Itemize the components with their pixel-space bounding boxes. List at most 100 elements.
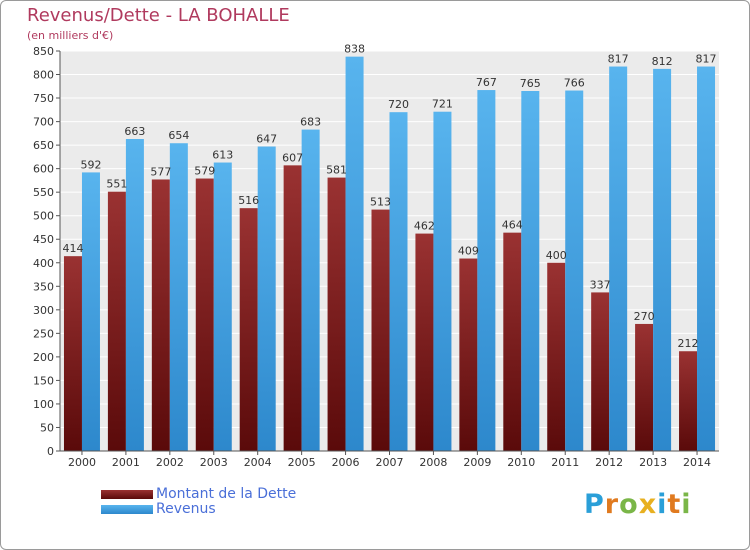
data-label-revenus: 721 bbox=[432, 98, 453, 111]
bar-dette bbox=[239, 208, 258, 451]
x-tick-label: 2009 bbox=[463, 456, 491, 469]
legend-label-revenus: Revenus bbox=[156, 501, 216, 517]
x-tick-label: 2004 bbox=[244, 456, 272, 469]
y-tick-label: 850 bbox=[33, 45, 54, 58]
bar-revenus bbox=[301, 129, 320, 451]
logo-letter: r bbox=[604, 489, 620, 520]
bar-revenus bbox=[433, 111, 452, 452]
y-tick-label: 150 bbox=[33, 374, 54, 387]
data-label-dette: 212 bbox=[678, 337, 699, 350]
bar-dette bbox=[459, 258, 478, 451]
y-tick-label: 450 bbox=[33, 233, 54, 246]
y-tick-label: 550 bbox=[33, 186, 54, 199]
x-tick-label: 2008 bbox=[419, 456, 447, 469]
data-label-dette: 409 bbox=[458, 245, 479, 258]
bar-dette bbox=[503, 232, 522, 451]
x-tick-label: 2002 bbox=[156, 456, 184, 469]
logo-letter: P bbox=[584, 489, 605, 520]
bar-revenus bbox=[477, 90, 496, 451]
bar-dette bbox=[283, 165, 302, 451]
y-tick-label: 200 bbox=[33, 351, 54, 364]
data-label-revenus: 838 bbox=[344, 43, 365, 56]
x-tick-label: 2001 bbox=[112, 456, 140, 469]
bar-dette bbox=[415, 233, 434, 451]
x-tick-label: 2007 bbox=[376, 456, 404, 469]
bar-dette bbox=[635, 323, 654, 451]
data-label-revenus: 765 bbox=[520, 77, 541, 90]
legend-swatch-debt bbox=[101, 490, 153, 499]
x-tick-label: 2005 bbox=[288, 456, 316, 469]
x-tick-label: 2012 bbox=[595, 456, 623, 469]
data-label-revenus: 817 bbox=[608, 53, 629, 66]
bar-dette bbox=[371, 209, 390, 451]
chart-subtitle: (en milliers d'€) bbox=[27, 29, 114, 42]
data-label-revenus: 654 bbox=[168, 129, 189, 142]
bar-dette bbox=[327, 177, 346, 451]
x-tick-label: 2003 bbox=[200, 456, 228, 469]
y-tick-label: 50 bbox=[40, 421, 54, 434]
bar-revenus bbox=[521, 91, 540, 451]
bar-revenus bbox=[697, 66, 716, 451]
bar-dette bbox=[107, 191, 126, 452]
x-tick-label: 2013 bbox=[639, 456, 667, 469]
bar-dette bbox=[151, 179, 170, 451]
bar-dette bbox=[63, 256, 82, 451]
data-label-revenus: 812 bbox=[652, 55, 673, 68]
data-label-dette: 551 bbox=[106, 178, 127, 191]
y-tick-label: 0 bbox=[47, 445, 54, 458]
data-label-revenus: 647 bbox=[256, 133, 277, 146]
bar-revenus bbox=[389, 112, 408, 452]
y-tick-label: 800 bbox=[33, 69, 54, 82]
data-label-revenus: 663 bbox=[124, 125, 145, 138]
x-tick-label: 2006 bbox=[332, 456, 360, 469]
x-tick-label: 2011 bbox=[551, 456, 579, 469]
logo-letter: o bbox=[619, 489, 639, 520]
x-tick-label: 2014 bbox=[683, 456, 711, 469]
bar-dette bbox=[679, 351, 698, 451]
logo-letter: t bbox=[667, 489, 682, 520]
data-label-dette: 400 bbox=[546, 249, 567, 262]
y-tick-label: 700 bbox=[33, 116, 54, 129]
legend-swatch-revenus bbox=[101, 505, 153, 514]
data-label-dette: 607 bbox=[282, 151, 303, 164]
bar-revenus bbox=[213, 162, 232, 451]
y-tick-label: 350 bbox=[33, 280, 54, 293]
x-tick-label: 2010 bbox=[507, 456, 535, 469]
data-label-revenus: 720 bbox=[388, 98, 409, 111]
bar-revenus bbox=[81, 172, 100, 452]
data-label-dette: 581 bbox=[326, 164, 347, 177]
legend-label-debt: Montant de la Dette bbox=[156, 486, 297, 502]
data-label-revenus: 683 bbox=[300, 116, 321, 129]
bar-revenus bbox=[653, 68, 672, 451]
bar-revenus bbox=[169, 143, 188, 451]
proxiti-logo: Proxiti bbox=[584, 489, 692, 520]
bar-dette bbox=[547, 262, 566, 451]
data-label-dette: 464 bbox=[502, 219, 523, 232]
data-label-dette: 579 bbox=[194, 165, 215, 178]
bar-revenus bbox=[257, 146, 276, 451]
bar-dette bbox=[591, 292, 610, 451]
logo-letter: i bbox=[681, 489, 692, 520]
y-tick-label: 400 bbox=[33, 257, 54, 270]
y-tick-label: 600 bbox=[33, 163, 54, 176]
data-label-dette: 462 bbox=[414, 220, 435, 233]
logo-letter: i bbox=[657, 489, 668, 520]
y-tick-label: 750 bbox=[33, 92, 54, 105]
data-label-dette: 516 bbox=[238, 194, 259, 207]
y-tick-label: 250 bbox=[33, 327, 54, 340]
x-tick-label: 2000 bbox=[68, 456, 96, 469]
data-label-revenus: 613 bbox=[212, 149, 233, 162]
data-label-revenus: 592 bbox=[80, 158, 101, 171]
logo-letter: x bbox=[638, 489, 658, 520]
bar-revenus bbox=[345, 56, 364, 451]
y-tick-label: 100 bbox=[33, 398, 54, 411]
data-label-dette: 577 bbox=[150, 165, 171, 178]
bar-revenus bbox=[125, 139, 144, 451]
y-tick-label: 300 bbox=[33, 304, 54, 317]
bar-revenus bbox=[609, 66, 628, 451]
data-label-revenus: 817 bbox=[696, 53, 717, 66]
bar-dette bbox=[195, 178, 214, 451]
data-label-revenus: 766 bbox=[564, 77, 585, 90]
data-label-dette: 414 bbox=[62, 242, 83, 255]
